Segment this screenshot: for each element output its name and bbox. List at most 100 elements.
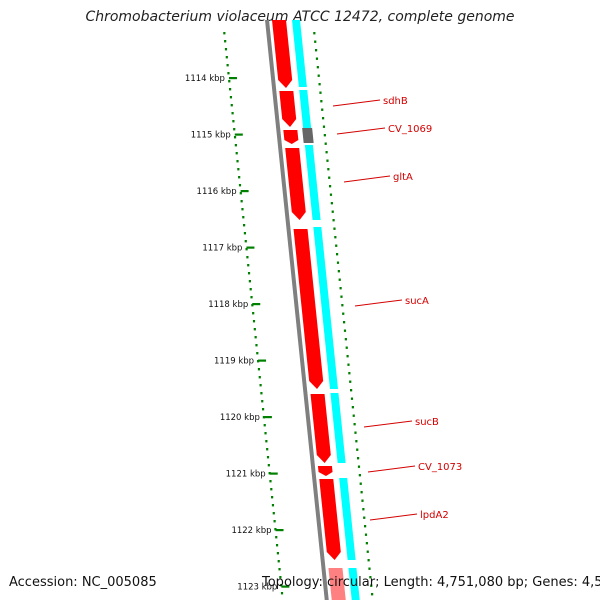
gc-dot [352,414,355,417]
accession-text: Accession: NC_005085 [9,575,157,590]
cds-arrow [328,568,346,600]
gc-dot [366,550,369,553]
gc-dot [365,542,368,545]
gc-dot [360,491,363,494]
ruler-dot [243,224,246,227]
ruler-tick [281,585,290,588]
gc-dot [321,108,324,111]
ruler-dot [258,376,261,379]
ruler-dot [270,488,273,491]
ruler-tick [252,303,261,306]
gene-label-line [363,420,413,428]
gc-dot [322,125,326,128]
ruler-dot [280,584,283,587]
gc-dot [357,465,361,468]
gc-dot [339,287,342,290]
gene-label-line [332,99,381,107]
ruler-dot [276,552,279,555]
ruler-dot [252,320,256,323]
gc-dot [326,159,329,162]
ruler-dot [275,536,278,539]
gene-label: gltA [393,172,413,183]
ruler-dot [237,168,240,171]
gc-dot [331,210,334,213]
cds-arrow [285,148,306,220]
gc-dot [323,134,326,137]
gc-dot [367,559,370,562]
ruler-dot [267,464,270,467]
gc-dot [363,516,366,519]
cds-track [272,20,346,600]
gc-dot [328,176,331,179]
gc-dot [334,236,337,239]
gc-dot [342,312,345,315]
ruler-dot [261,400,264,403]
ruler-dot [225,56,228,59]
ruler-dot [254,336,257,339]
gc-dot [318,83,321,86]
ruler-dot [271,496,274,499]
gene-block [339,478,356,560]
gc-dot [349,380,352,383]
ruler-dot [257,368,261,371]
gc-dot [368,567,371,570]
gc-dot [327,168,330,171]
ruler-tick [246,246,255,249]
gc-dot [316,66,319,69]
ruler-dot [253,328,256,331]
gc-dot [354,431,357,434]
ruler-dot [246,256,249,259]
gc-dot [313,32,316,35]
gc-dot [357,457,360,460]
gc-dot [353,423,356,426]
ruler-dot [233,136,237,139]
gc-dot [351,406,354,409]
gc-dot [347,363,350,366]
gc-dot [337,270,340,273]
gene-label: sdhB [383,96,408,107]
gc-dot [335,244,338,247]
gc-dot [358,474,361,477]
ruler-dot [226,64,229,67]
ruler-dot [249,288,252,291]
ruler-dot [264,432,267,435]
ruler-tick [269,472,278,475]
gene-label-line [369,513,418,521]
gc-dot [314,40,317,43]
ruler-dot [269,480,272,483]
ruler-dot [234,144,237,147]
backbone-track [265,20,329,600]
ruler-tick-label: 1120 kbp [220,413,260,423]
ruler-dot [223,32,226,35]
ruler-dot [245,248,248,251]
ruler-dot [247,264,250,267]
ruler-dot [250,296,253,299]
gene-block [299,90,312,128]
gc-dot [369,576,372,579]
gc-dot [330,202,333,205]
ruler-dot [255,344,258,347]
ruler-dot [235,152,238,155]
gc-dot [321,117,325,120]
gc-dot [364,525,367,528]
ruler-tick-label: 1114 kbp [185,74,225,84]
ruler-tick [263,416,272,419]
gc-dot [332,219,335,222]
cds-arrow [279,91,297,127]
ruler-dot [263,424,266,427]
ruler-dot [274,528,277,531]
ruler-dot [243,232,247,235]
gene-label-line [367,465,416,473]
ruler-tick-label: 1117 kbp [202,244,242,254]
ruler-dot [240,200,243,203]
gene-label: lpdA2 [420,510,449,521]
backbone-line [265,20,329,600]
gc-dot [355,440,358,443]
gene-label: sucA [405,296,429,307]
cds-arrow [272,20,293,88]
ruler-dot [231,112,234,115]
gc-dot [362,508,365,511]
gc-dot [317,74,320,77]
ruler-dot [238,184,242,187]
